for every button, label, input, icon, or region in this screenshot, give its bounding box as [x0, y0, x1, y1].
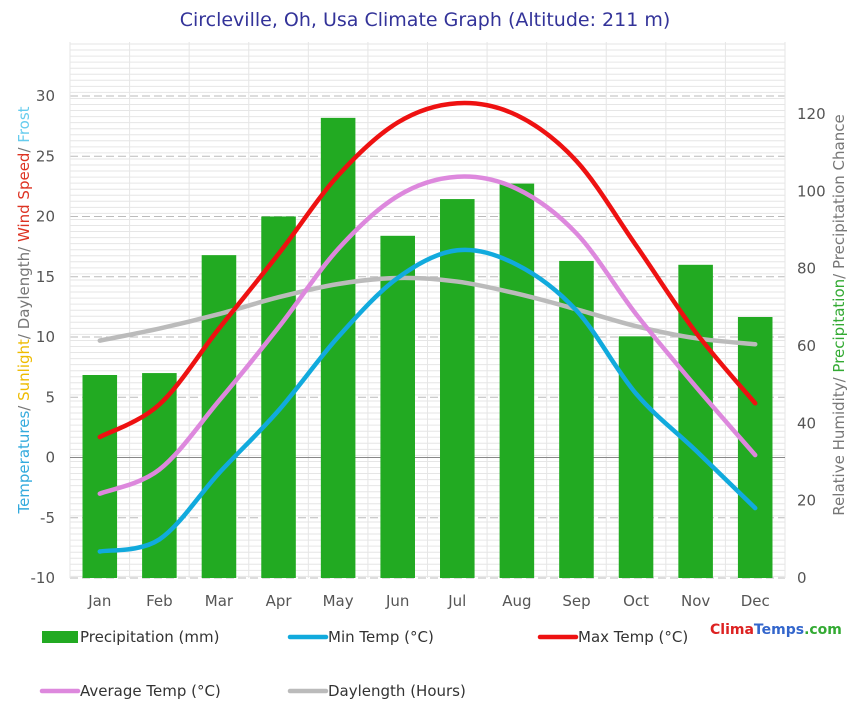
- max-temp-legend-label: Max Temp (°C): [578, 628, 688, 646]
- left-tick-label: 25: [36, 147, 55, 165]
- grid: [69, 42, 786, 579]
- daylength-legend-label: Daylength (Hours): [328, 682, 466, 700]
- precipitation-bars: [82, 117, 773, 579]
- left-axis-label-part: Temperatures: [15, 411, 33, 515]
- x-tick-label: Nov: [681, 592, 710, 610]
- legend: Precipitation (mm) Min Temp (°C) Max Temp …: [39, 628, 688, 700]
- precipitation-legend-label: Precipitation (mm): [80, 628, 219, 646]
- left-axis-label-part: / Daylength/: [15, 242, 33, 339]
- precipitation-legend-swatch: [42, 631, 78, 643]
- left-axis-label-part: /: [15, 401, 33, 411]
- left-tick-label: 10: [36, 328, 55, 346]
- precipitation-bar: [499, 183, 535, 578]
- x-tick-label: Dec: [741, 592, 770, 610]
- right-axis-label-part: Relative Humidity/: [830, 373, 848, 516]
- left-axis-label-part: Wind Speed: [15, 153, 33, 243]
- right-tick-label: 40: [797, 414, 816, 432]
- x-tick-label: Aug: [502, 592, 531, 610]
- brand-text: ClimaTemps.com: [710, 622, 842, 638]
- chart-title: Circleville, Oh, Usa Climate Graph (Alti…: [180, 9, 671, 31]
- right-tick-label: 60: [797, 337, 816, 355]
- series-lines: [97, 100, 758, 554]
- left-axis-label-part: Sunlight: [15, 339, 33, 401]
- x-tick-label: Oct: [623, 592, 649, 610]
- x-tick-label: Jul: [447, 592, 466, 610]
- left-tick-label: 30: [36, 87, 55, 105]
- precipitation-bar: [440, 199, 475, 579]
- x-tick-label: Mar: [205, 592, 234, 610]
- left-axis-label-part: Frost: [15, 106, 33, 142]
- right-axis-label-part: / Precipitation Chance: [830, 114, 848, 279]
- min-temp-legend-label: Min Temp (°C): [328, 628, 434, 646]
- left-tick-label: 5: [45, 388, 55, 406]
- brand-part: Clima: [710, 622, 754, 638]
- axes: -10 -5 0 5 10 15 20 25 30 0 20 40 60 80 100 120 Jan Feb Ma…: [15, 87, 848, 610]
- right-tick-label: 120: [797, 105, 826, 123]
- right-axis-label-part: Precipitation: [830, 279, 848, 373]
- average-temp-legend-label: Average Temp (°C): [80, 682, 221, 700]
- brand-part: .com: [804, 622, 842, 638]
- daylength-line: [97, 275, 758, 347]
- x-tick-label: Apr: [266, 592, 293, 610]
- x-tick-label: Feb: [146, 592, 173, 610]
- min-temp-line: [97, 247, 758, 554]
- average-temp-line: [97, 174, 758, 496]
- right-tick-label: 20: [797, 492, 816, 510]
- precipitation-bar: [618, 336, 654, 578]
- precipitation-bar: [737, 317, 773, 578]
- precipitation-bar: [380, 235, 415, 579]
- x-tick-label: Jan: [87, 592, 111, 610]
- precipitation-bar: [82, 375, 118, 578]
- left-axis-label: Temperatures/ Sunlight/ Daylength/ Wind …: [15, 106, 33, 514]
- max-temp-line: [97, 100, 758, 440]
- left-tick-label: 15: [36, 268, 55, 286]
- left-tick-label: -10: [31, 569, 56, 587]
- right-tick-label: 0: [797, 569, 807, 587]
- brand-part: Temps: [754, 622, 804, 638]
- left-tick-label: 0: [45, 449, 55, 467]
- right-tick-label: 100: [797, 182, 826, 200]
- brand-logo: ClimaTemps.com: [710, 622, 842, 638]
- right-axis-label: Relative Humidity/ Precipitation/ Precip…: [830, 114, 848, 515]
- left-tick-label: 20: [36, 208, 55, 226]
- x-tick-label: May: [323, 592, 354, 610]
- left-tick-label: -5: [40, 509, 55, 527]
- x-tick-label: Sep: [562, 592, 590, 610]
- left-axis-label-part: /: [15, 143, 33, 153]
- x-tick-label: Jun: [385, 592, 409, 610]
- right-tick-label: 80: [797, 260, 816, 278]
